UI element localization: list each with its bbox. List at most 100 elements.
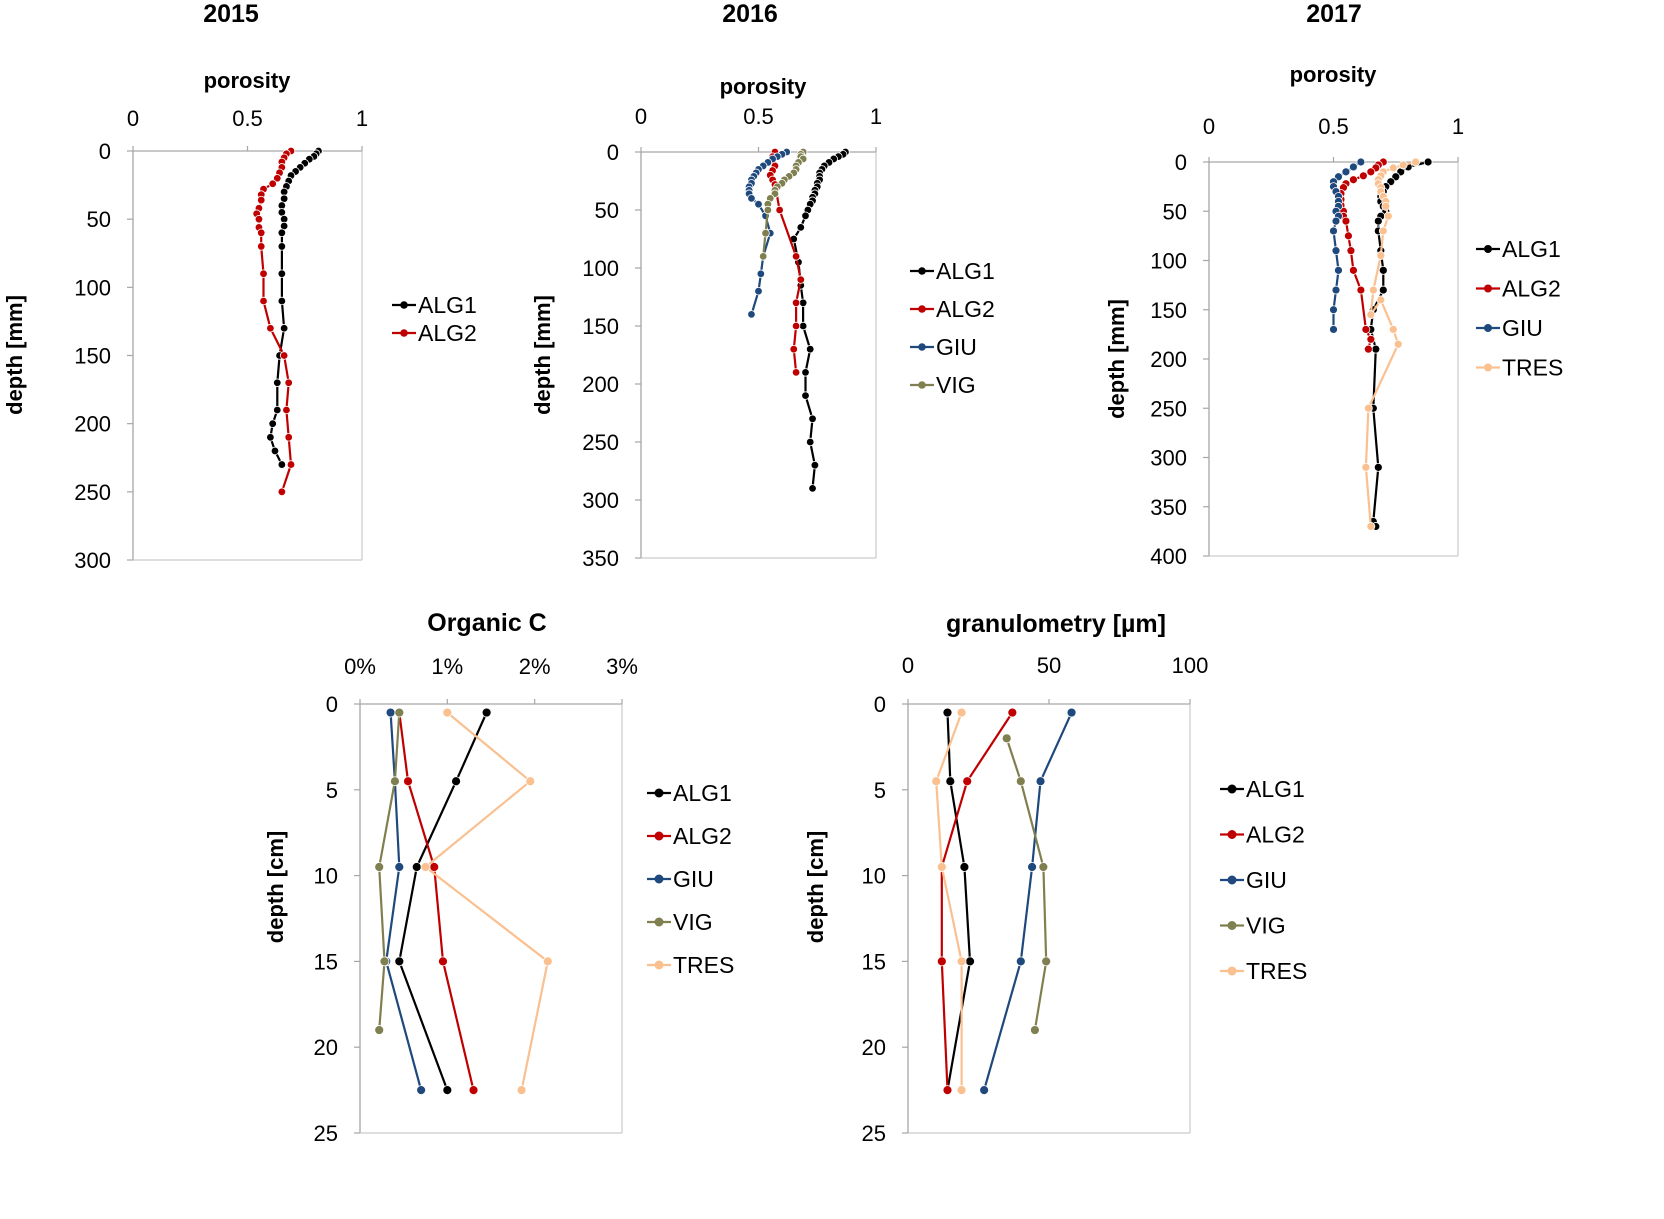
series-tres (1361, 157, 1421, 531)
series-line-alg2 (940, 711, 1014, 1091)
data-point (273, 174, 282, 183)
data-point (1329, 226, 1338, 236)
legend-item-alg2: ALG2 (1220, 822, 1305, 848)
data-point (1041, 956, 1052, 967)
legend-marker (1227, 966, 1237, 976)
data-point (1035, 776, 1046, 787)
legend-label: ALG2 (1246, 822, 1305, 848)
data-point (277, 269, 287, 278)
data-point (442, 707, 453, 718)
data-point (284, 378, 293, 387)
data-point (1378, 285, 1388, 295)
legend-label: ALG2 (936, 296, 995, 322)
legend-marker (400, 329, 408, 337)
series-tres (420, 707, 553, 1095)
y-tick-label: 0 (874, 692, 886, 717)
data-point (390, 776, 400, 787)
data-point (1015, 776, 1026, 787)
data-point (1381, 201, 1391, 211)
y-tick-label: 150 (582, 314, 619, 339)
data-point (956, 956, 967, 967)
x-tick-label: 50 (1037, 653, 1061, 678)
data-point (1346, 246, 1356, 256)
y-tick-label: 300 (74, 548, 111, 573)
y-tick-label: 100 (1150, 249, 1187, 274)
data-point (266, 324, 275, 333)
legend-item-alg1: ALG1 (647, 780, 732, 806)
y-tick-label: 25 (314, 1121, 338, 1146)
legend: ALG1 ALG2 GIU VIG TRES (1220, 776, 1307, 984)
y-tick-label: 50 (1163, 199, 1187, 224)
y-tick-label: 15 (862, 949, 886, 974)
data-point (1329, 325, 1338, 334)
y-axis-title: depth [cm] (263, 831, 288, 943)
data-point (1349, 162, 1358, 172)
data-point (956, 1085, 967, 1095)
data-point (268, 179, 277, 188)
data-point (1007, 707, 1018, 718)
data-point (1027, 862, 1037, 872)
data-point (1388, 325, 1398, 334)
y-tick-label: 0 (607, 140, 619, 165)
data-point (394, 707, 405, 718)
series-giu (381, 707, 427, 1095)
legend-item-vig: VIG (647, 909, 713, 935)
x-axis-title: granulometry [µm] (946, 610, 1166, 638)
data-point (438, 956, 448, 967)
data-point (1373, 462, 1383, 472)
data-point (1368, 285, 1378, 295)
legend-label: VIG (936, 372, 976, 398)
legend-marker (918, 267, 926, 275)
data-point (1341, 216, 1351, 226)
series-line-giu (385, 712, 423, 1091)
legend-item-giu: GIU (647, 866, 714, 892)
data-point (277, 228, 287, 237)
data-point (1376, 295, 1386, 305)
x-tick-label: 1 (870, 104, 882, 129)
legend-label: VIG (1246, 913, 1286, 939)
data-point (284, 433, 293, 442)
data-point (1366, 167, 1376, 177)
data-point (791, 321, 801, 331)
data-point (279, 351, 289, 360)
data-point (801, 368, 810, 377)
x-tick-label: 3% (606, 654, 638, 679)
data-point (259, 269, 268, 278)
data-point (257, 242, 266, 251)
data-point (468, 1085, 479, 1095)
series-giu (1329, 157, 1366, 334)
y-tick-label: 50 (87, 207, 111, 232)
legend-marker (400, 301, 408, 309)
panel-orgc: 0% 1% 2% 3% 0 5 10 15 20 25 Organic C depth [cm] ALG… (263, 609, 734, 1146)
data-point (279, 324, 289, 333)
data-point (516, 1085, 527, 1095)
x-axis-title: Organic C (427, 609, 546, 637)
x-tick-label: 1 (1452, 114, 1464, 139)
data-point (374, 862, 385, 872)
data-point (1001, 733, 1012, 744)
data-point (747, 194, 756, 203)
data-point (1015, 956, 1026, 967)
data-point (254, 214, 264, 224)
data-point (385, 707, 396, 718)
legend-label: GIU (936, 334, 977, 360)
data-point (761, 228, 770, 238)
data-point (806, 437, 815, 447)
data-point (394, 956, 405, 967)
y-tick-label: 200 (1150, 347, 1187, 372)
y-tick-label: 350 (582, 546, 619, 571)
data-point (775, 205, 784, 215)
data-point (945, 776, 956, 787)
data-point (420, 862, 431, 872)
data-point (257, 228, 266, 237)
x-axis-title: porosity (720, 74, 808, 99)
data-point (808, 414, 817, 423)
data-point (273, 405, 282, 415)
legend-label: GIU (1502, 315, 1543, 341)
data-point (756, 269, 766, 278)
y-tick-label: 15 (314, 949, 338, 974)
data-point (273, 378, 282, 387)
y-tick-label: 10 (862, 864, 886, 889)
legend-label: ALG1 (936, 258, 995, 284)
series-line-alg1 (269, 150, 320, 466)
